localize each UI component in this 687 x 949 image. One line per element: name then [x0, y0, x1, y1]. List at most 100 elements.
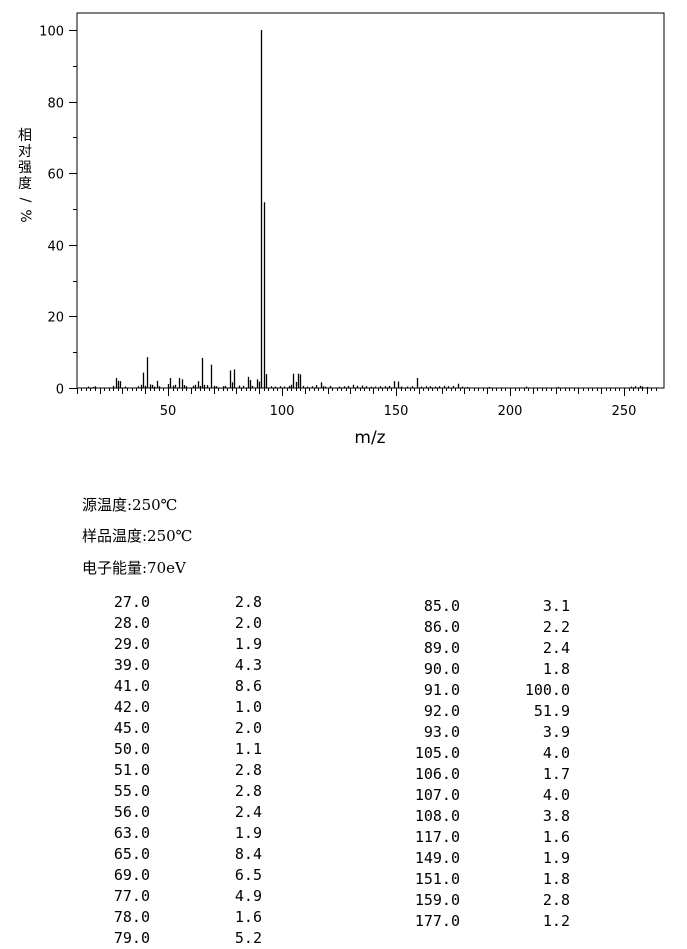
- peak-row: 63.0 1.9: [0, 823, 262, 844]
- peak-row: 85.0 3.1: [0, 596, 570, 617]
- peak-mz: 89.0: [423, 639, 460, 657]
- peak-mz: 85.0: [423, 597, 460, 615]
- x-axis-label: m/z: [354, 428, 385, 448]
- peak-abundance: 2.2: [542, 618, 570, 636]
- peak-row: 151.0 1.8: [0, 869, 570, 890]
- peak-abundance: 5.2: [234, 929, 262, 947]
- y-label-char: 对: [18, 144, 32, 160]
- peak-abundance: 2.0: [234, 614, 262, 632]
- peak-row: 79.0 5.2: [0, 928, 262, 949]
- peak-row: 29.0 1.9: [0, 634, 262, 655]
- peak-abundance: 2.8: [234, 761, 262, 779]
- y-label-char: /: [17, 198, 33, 203]
- peak-mz: 92.0: [423, 702, 460, 720]
- peak-row: 27.0 2.8: [0, 592, 262, 613]
- sample-temperature: 样品温度:250℃: [82, 527, 193, 545]
- peak-mz: 91.0: [423, 681, 460, 699]
- peak-abundance: 51.9: [533, 702, 570, 720]
- x-tick-label: 50: [160, 404, 177, 419]
- peak-mz: 27.0: [113, 593, 150, 611]
- peak-abundance: 2.4: [542, 639, 570, 657]
- peak-mz: 177.0: [414, 912, 460, 930]
- peak-mz: 107.0: [414, 786, 460, 804]
- peak-abundance: 1.1: [234, 740, 262, 758]
- peak-abundance: 1.6: [234, 908, 262, 926]
- peak-abundance: 1.2: [542, 912, 570, 930]
- peak-row: 105.0 4.0: [0, 743, 570, 764]
- y-tick-label: 0: [56, 383, 64, 398]
- peak-mz: 108.0: [414, 807, 460, 825]
- peak-row: 41.0 8.6: [0, 676, 262, 697]
- peak-mz: 106.0: [414, 765, 460, 783]
- peak-mz: 65.0: [113, 845, 150, 863]
- axes: 0 20 40 60 80 100 50 100 150 200 250: [39, 25, 657, 419]
- peak-row: 92.0 51.9: [0, 701, 570, 722]
- y-label-char: %: [17, 209, 33, 222]
- peak-mz: 50.0: [113, 740, 150, 758]
- peak-row: 89.0 2.4: [0, 638, 570, 659]
- peak-abundance: 2.8: [542, 891, 570, 909]
- peak-abundance: 4.3: [234, 656, 262, 674]
- peak-mz: 69.0: [113, 866, 150, 884]
- peak-abundance: 2.4: [234, 803, 262, 821]
- peak-row: 51.0 2.8: [0, 760, 262, 781]
- peak-row: 117.0 1.6: [0, 827, 570, 848]
- peak-row: 42.0 1.0: [0, 697, 262, 718]
- peak-mz: 151.0: [414, 870, 460, 888]
- peak-mz: 149.0: [414, 849, 460, 867]
- y-label-char: 强: [18, 160, 32, 176]
- peak-mz: 90.0: [423, 660, 460, 678]
- peak-row: 45.0 2.0: [0, 718, 262, 739]
- peak-abundance: 4.0: [542, 786, 570, 804]
- peak-mz: 56.0: [113, 803, 150, 821]
- peak-row: 55.0 2.8: [0, 781, 262, 802]
- x-tick-label: 100: [270, 404, 295, 419]
- peak-mz: 86.0: [423, 618, 460, 636]
- y-tick-label: 20: [47, 311, 64, 326]
- x-tick-label: 250: [612, 404, 637, 419]
- x-tick-label: 150: [384, 404, 409, 419]
- y-label-char: 度: [18, 176, 32, 192]
- peak-abundance: 1.0: [234, 698, 262, 716]
- peak-mz: 45.0: [113, 719, 150, 737]
- peak-mz: 105.0: [414, 744, 460, 762]
- peak-mz: 78.0: [113, 908, 150, 926]
- peak-row: 108.0 3.8: [0, 806, 570, 827]
- peak-abundance: 2.8: [234, 593, 262, 611]
- peak-mz: 51.0: [113, 761, 150, 779]
- peak-abundance: 100.0: [524, 681, 570, 699]
- peak-abundance: 1.7: [542, 765, 570, 783]
- peak-row: 56.0 2.4: [0, 802, 262, 823]
- peak-row: 69.0 6.5: [0, 865, 262, 886]
- y-tick-label: 100: [39, 25, 64, 40]
- peak-abundance: 8.4: [234, 845, 262, 863]
- peak-row: 39.0 4.3: [0, 655, 262, 676]
- peak-row: 149.0 1.9: [0, 848, 570, 869]
- peak-row: 90.0 1.8: [0, 659, 570, 680]
- peak-mz: 41.0: [113, 677, 150, 695]
- peak-bars: [87, 30, 649, 388]
- peak-mz: 93.0: [423, 723, 460, 741]
- peak-row: 106.0 1.7: [0, 764, 570, 785]
- peak-row: 78.0 1.6: [0, 907, 262, 928]
- peak-abundance: 2.8: [234, 782, 262, 800]
- peak-mz: 79.0: [113, 929, 150, 947]
- peak-mz: 39.0: [113, 656, 150, 674]
- peak-abundance: 6.5: [234, 866, 262, 884]
- peak-abundance: 1.9: [234, 824, 262, 842]
- peak-mz: 29.0: [113, 635, 150, 653]
- peak-abundance: 1.9: [542, 849, 570, 867]
- peak-mz: 63.0: [113, 824, 150, 842]
- y-tick-label: 40: [47, 240, 64, 255]
- peak-abundance: 1.6: [542, 828, 570, 846]
- peak-mz: 159.0: [414, 891, 460, 909]
- peak-mz: 77.0: [113, 887, 150, 905]
- peak-abundance: 1.8: [542, 870, 570, 888]
- peak-row: 107.0 4.0: [0, 785, 570, 806]
- peak-abundance: 3.1: [542, 597, 570, 615]
- peak-abundance: 4.9: [234, 887, 262, 905]
- y-tick-label: 80: [47, 97, 64, 112]
- peak-row: 159.0 2.8: [0, 890, 570, 911]
- peak-abundance: 1.8: [542, 660, 570, 678]
